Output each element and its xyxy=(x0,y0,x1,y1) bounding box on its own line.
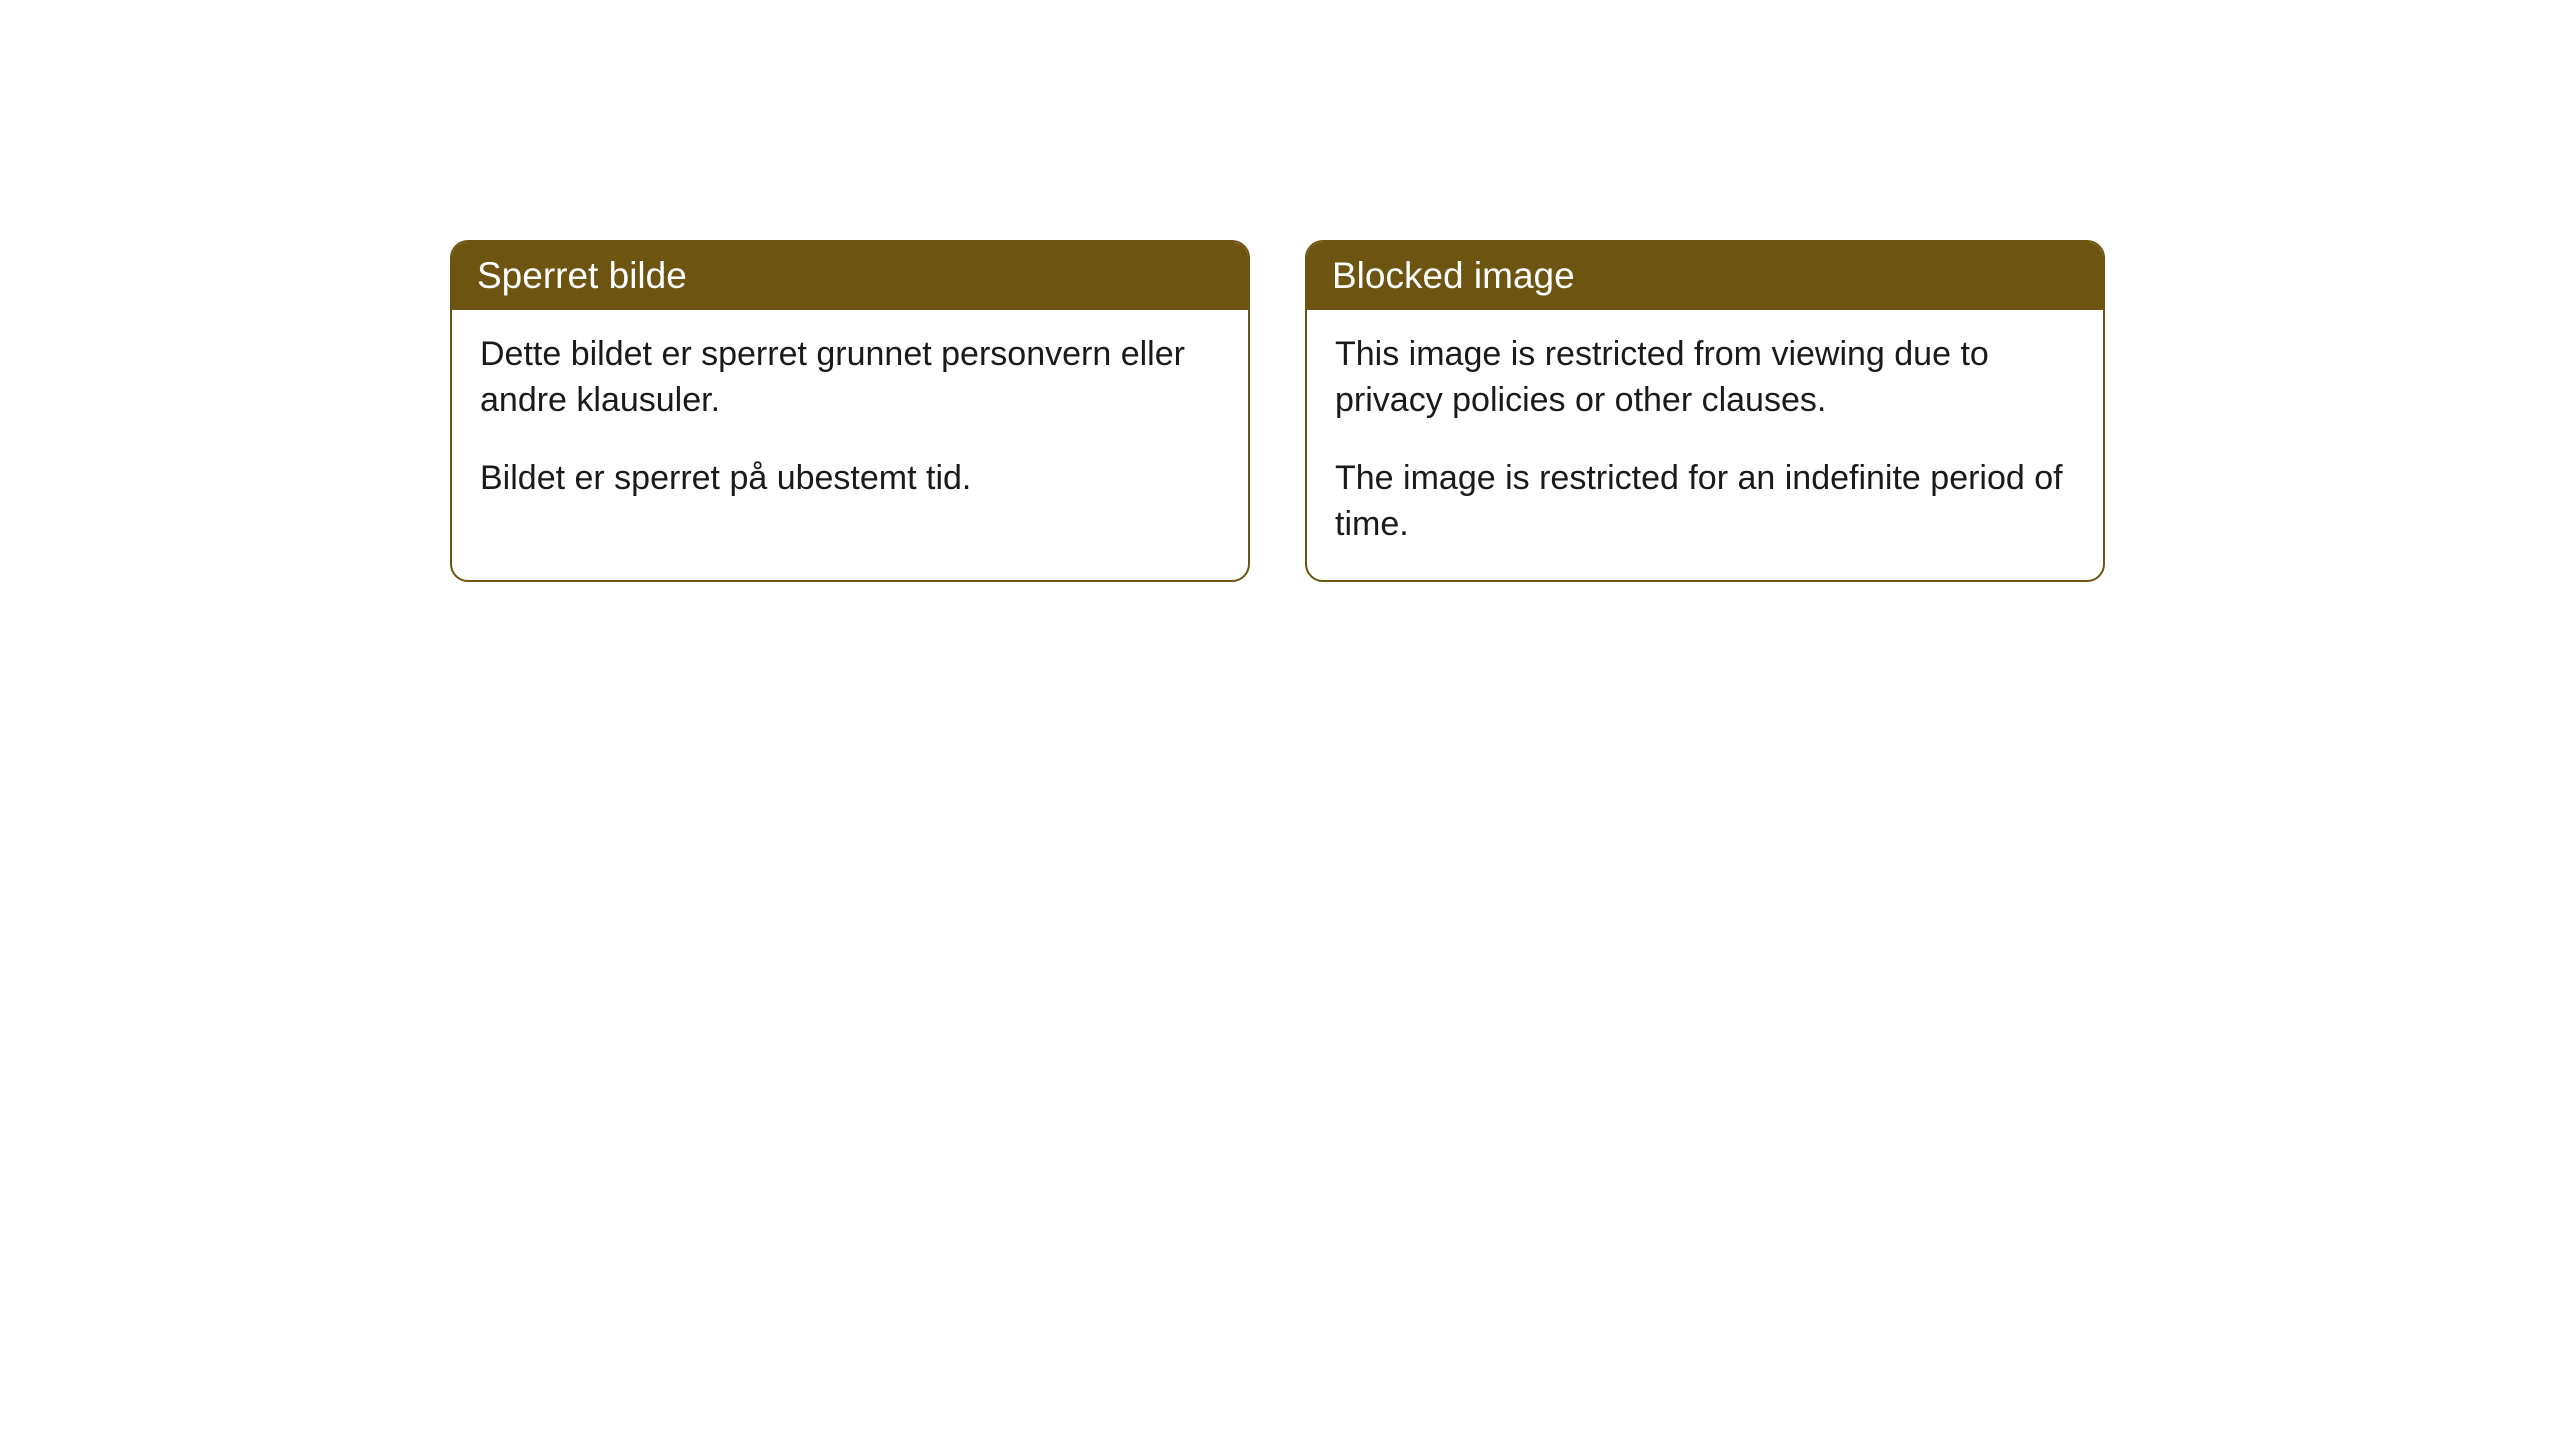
notice-paragraph-1: Dette bildet er sperret grunnet personve… xyxy=(480,332,1220,424)
card-header: Sperret bilde xyxy=(452,242,1248,310)
card-body: Dette bildet er sperret grunnet personve… xyxy=(452,310,1248,534)
card-header: Blocked image xyxy=(1307,242,2103,310)
notice-cards-row: Sperret bilde Dette bildet er sperret gr… xyxy=(450,240,2560,582)
notice-card-english: Blocked image This image is restricted f… xyxy=(1305,240,2105,582)
notice-paragraph-2: The image is restricted for an indefinit… xyxy=(1335,456,2075,548)
notice-paragraph-1: This image is restricted from viewing du… xyxy=(1335,332,2075,424)
card-body: This image is restricted from viewing du… xyxy=(1307,310,2103,580)
notice-card-norwegian: Sperret bilde Dette bildet er sperret gr… xyxy=(450,240,1250,582)
notice-paragraph-2: Bildet er sperret på ubestemt tid. xyxy=(480,456,1220,502)
